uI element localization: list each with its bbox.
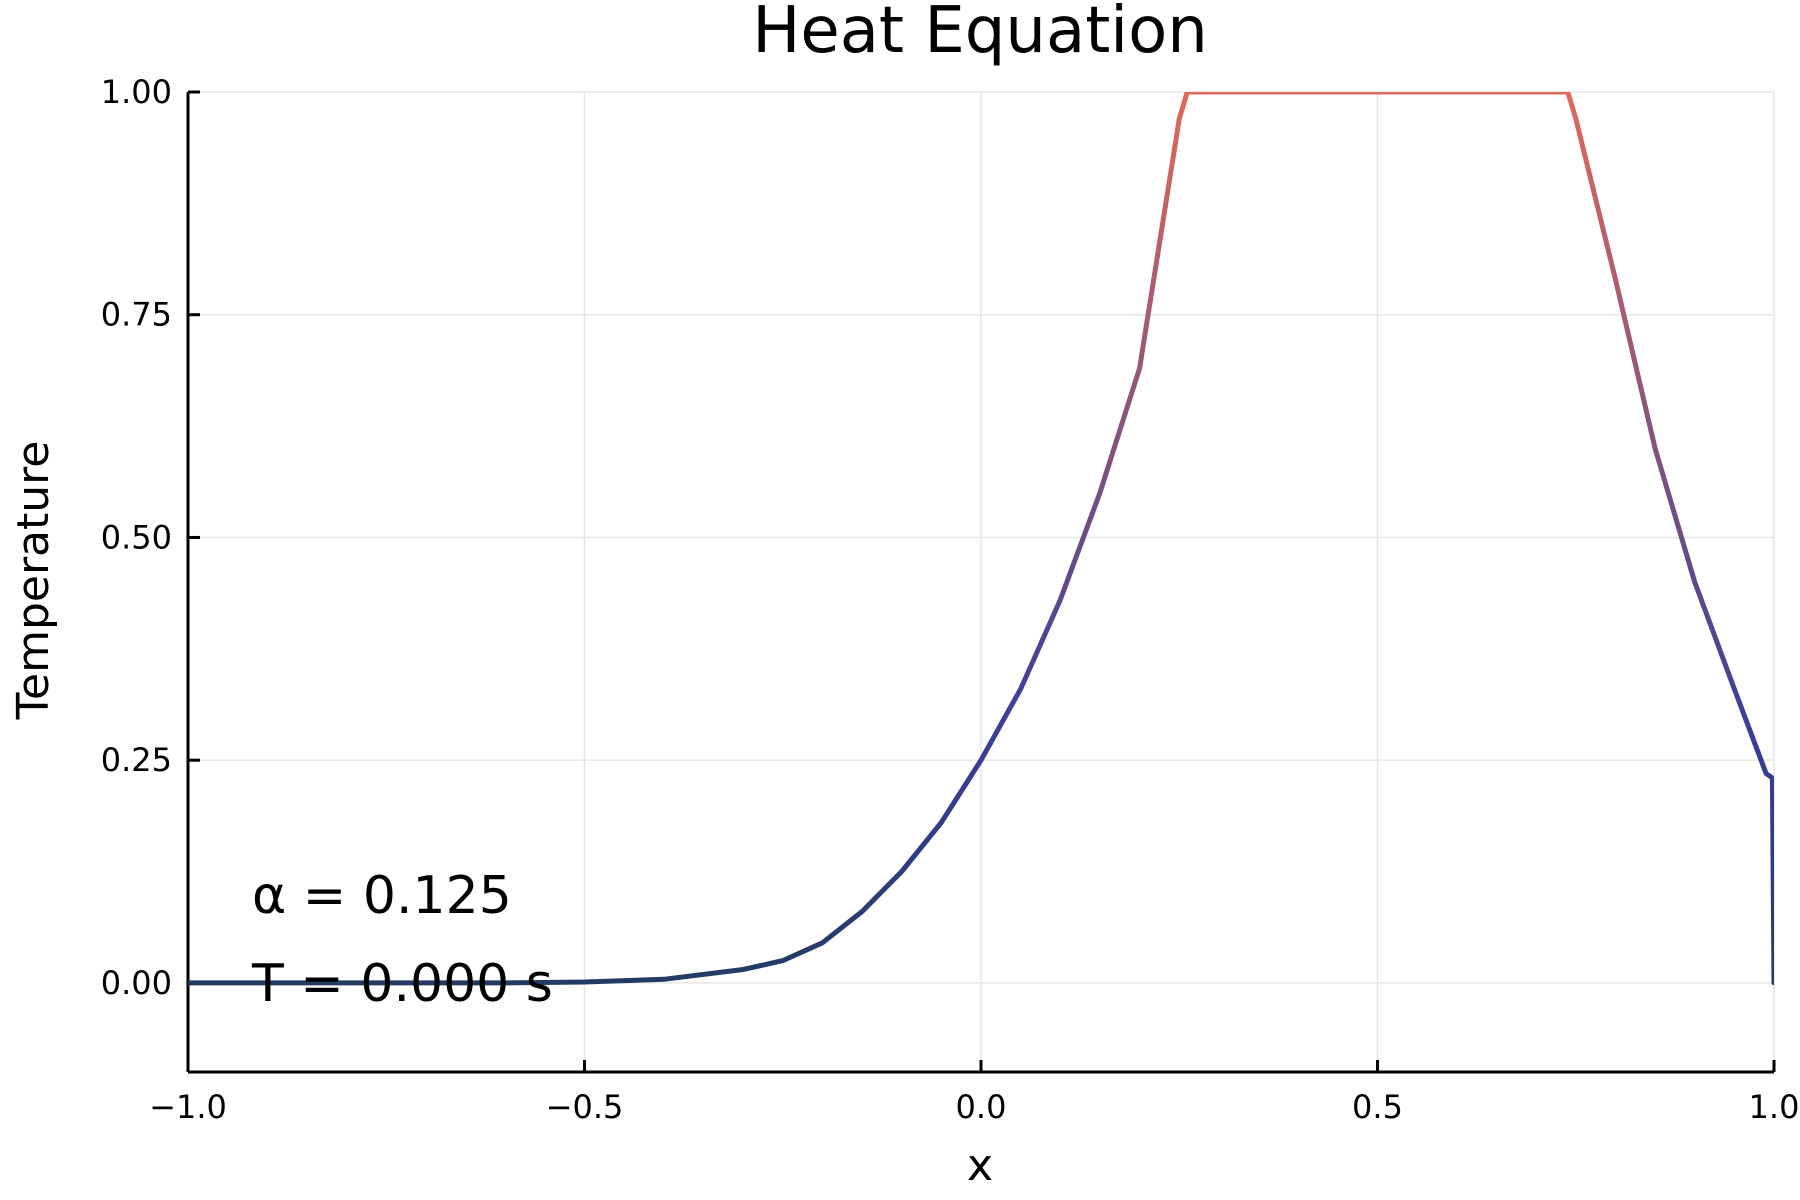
y-tick-label-3: 0.75 bbox=[101, 296, 172, 334]
annotation-alpha: α = 0.125 bbox=[252, 866, 512, 926]
x-tick-label-1: −0.5 bbox=[546, 1088, 624, 1126]
series-line-0 bbox=[188, 92, 1774, 986]
annotation-time: T = 0.000 s bbox=[251, 954, 553, 1014]
series-layer bbox=[188, 92, 1774, 986]
x-tick-label-0: −1.0 bbox=[149, 1088, 227, 1126]
y-tick-label-1: 0.25 bbox=[101, 741, 172, 779]
y-tick-label-0: 0.00 bbox=[101, 964, 172, 1002]
y-axis-title: Temperature bbox=[8, 441, 59, 721]
ticks-layer: −1.0 −0.5 0.0 0.5 1.0 0.00 0.25 0.50 0.75 1.00 bbox=[101, 73, 1800, 1126]
x-tick-label-2: 0.0 bbox=[956, 1088, 1007, 1126]
y-tick-label-4: 1.00 bbox=[101, 73, 172, 111]
chart-title: Heat Equation bbox=[752, 0, 1208, 68]
y-tick-label-2: 0.50 bbox=[101, 518, 172, 556]
x-tick-label-4: 1.0 bbox=[1749, 1088, 1800, 1126]
x-tick-label-3: 0.5 bbox=[1352, 1088, 1403, 1126]
x-axis-title: x bbox=[967, 1140, 993, 1191]
